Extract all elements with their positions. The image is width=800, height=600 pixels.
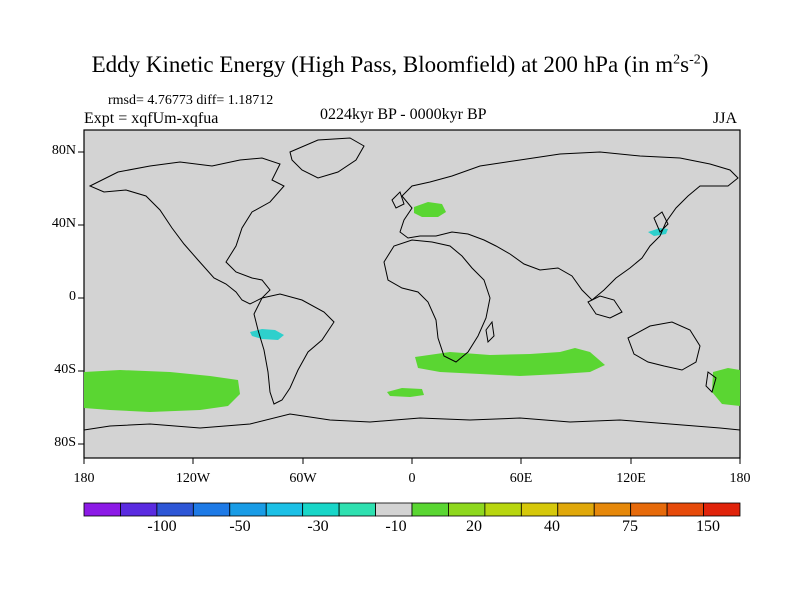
- lat-label-80s: 80S: [54, 435, 76, 450]
- lat-label-40s: 40S: [54, 362, 76, 377]
- colorbar-swatch: [630, 502, 668, 517]
- coast-south-america: [253, 293, 335, 405]
- colorbar-swatch: [192, 502, 231, 517]
- colorbar-label: 20: [466, 518, 482, 535]
- colorbar-swatch: [302, 502, 340, 517]
- colorbar: [83, 502, 741, 517]
- coast-africa: [383, 239, 491, 363]
- lat-label-40n: 40N: [51, 216, 76, 231]
- lon-label-180w: 180: [73, 471, 95, 486]
- coast-madagascar: [485, 320, 495, 344]
- colorbar-swatch: [229, 502, 267, 517]
- colorbar-label: 75: [622, 518, 638, 535]
- colorbar-swatch: [703, 502, 741, 517]
- colorbar-label: -10: [385, 518, 407, 535]
- lat-label-80n: 80N: [51, 143, 76, 158]
- colorbar-swatch: [375, 502, 413, 517]
- lon-ticks: [83, 458, 741, 464]
- colorbar-swatch: [83, 502, 121, 517]
- colorbar-swatch: [411, 502, 449, 517]
- colorbar-swatch: [265, 502, 304, 517]
- lon-label-120e: 120E: [616, 471, 646, 486]
- lon-label-120w: 120W: [175, 471, 211, 486]
- positive-anomaly-south-pacific: [84, 370, 240, 412]
- anomaly-patches: [84, 202, 740, 412]
- coast-british-isles: [391, 191, 405, 209]
- colorbar-swatch: [338, 502, 376, 517]
- colorbar-label: -100: [147, 518, 177, 535]
- lon-label-60w: 60W: [289, 471, 317, 486]
- season-label: JJA: [713, 110, 738, 127]
- colorbar-swatch: [120, 502, 158, 517]
- colorbar-swatch: [484, 502, 522, 517]
- colorbar-swatch: [156, 502, 194, 517]
- colorbar-swatch: [666, 502, 704, 517]
- coastlines: [83, 137, 741, 431]
- lat-label-equator: 0: [69, 289, 76, 304]
- lon-label-180e: 180: [729, 471, 751, 486]
- lon-label-0: 0: [408, 471, 416, 486]
- period-label: 0224kyr BP - 0000kyr BP: [320, 106, 487, 123]
- colorbar-swatch: [520, 502, 559, 517]
- coast-north-america: [88, 157, 285, 305]
- colorbar-label: -30: [307, 518, 329, 535]
- coast-greenland: [289, 137, 365, 179]
- colorbar-swatch: [448, 502, 486, 517]
- colorbar-label: -50: [229, 518, 251, 535]
- rmsd-diff-stats: rmsd= 4.76773 diff= 1.18712: [108, 93, 274, 108]
- positive-anomaly-new-zealand: [712, 368, 740, 406]
- positive-anomaly-europe: [414, 202, 446, 217]
- coast-indonesia: [587, 295, 623, 319]
- colorbar-swatch: [557, 502, 595, 517]
- lon-label-60e: 60E: [509, 471, 533, 486]
- coast-new-zealand: [705, 371, 717, 393]
- positive-anomaly-south-atlantic: [387, 388, 424, 397]
- coast-australia: [627, 321, 701, 371]
- colorbar-label: 150: [696, 518, 720, 535]
- chart-title: Eddy Kinetic Energy (High Pass, Bloomfie…: [91, 52, 709, 77]
- colorbar-swatch: [593, 502, 632, 517]
- positive-anomaly-south-indian: [415, 348, 605, 376]
- colorbar-label: 40: [544, 518, 560, 535]
- experiment-label: Expt = xqfUm-xqfua: [84, 110, 219, 127]
- lat-ticks: [78, 151, 84, 445]
- coast-japan: [653, 211, 669, 233]
- coast-antarctica: [83, 413, 741, 431]
